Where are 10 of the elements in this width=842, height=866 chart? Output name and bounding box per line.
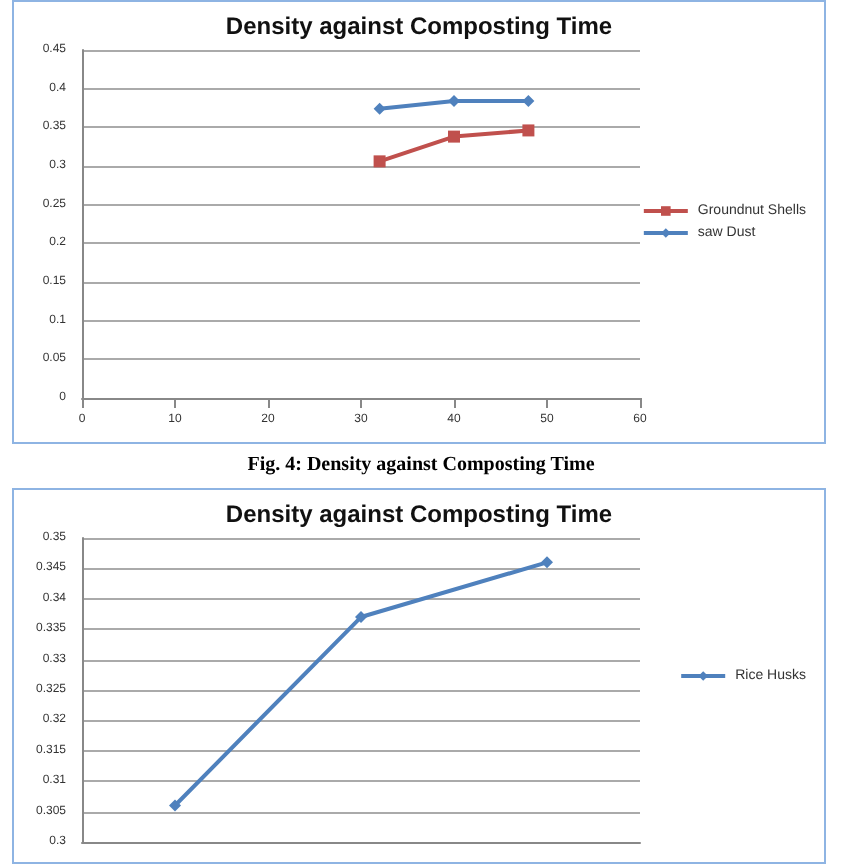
point [541,556,553,569]
point [355,611,367,624]
point [448,130,460,143]
point [373,155,386,168]
point [169,799,181,812]
point [373,102,386,115]
point [522,124,535,137]
caption: Fig. 4: Density against Composting Time [245,454,597,476]
chart-title: Density against Composting Time [225,500,613,528]
chart-title: Density against Composting Time [225,12,613,40]
